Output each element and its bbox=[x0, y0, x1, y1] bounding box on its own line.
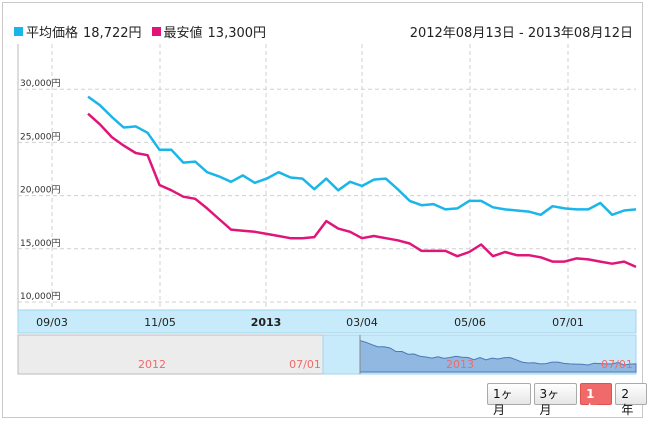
legend-label-avg: 平均価格 bbox=[26, 26, 79, 41]
navigator-label: 07/01 bbox=[289, 358, 321, 371]
series-line-avg bbox=[87, 95, 637, 217]
y-tick-label: 25,000円 bbox=[20, 131, 61, 142]
navigator-label: 2012 bbox=[138, 358, 166, 371]
zoom-3month-button[interactable]: 3ヶ月 bbox=[533, 383, 578, 417]
y-tick-label: 10,000円 bbox=[20, 291, 61, 302]
navigator-unselected bbox=[17, 334, 324, 375]
navigator-series bbox=[359, 339, 637, 373]
y-tick-label: 20,000円 bbox=[20, 185, 61, 196]
series-line-min bbox=[87, 112, 637, 269]
navigator-label: 07/01 bbox=[601, 358, 633, 371]
zoom-1year-button[interactable]: 1年 bbox=[580, 383, 613, 417]
y-tick-label: 30,000円 bbox=[20, 78, 61, 89]
x-tick-label: 2013 bbox=[251, 316, 282, 329]
x-tick-label: 05/06 bbox=[454, 316, 486, 329]
legend-item-min[interactable]: 最安値 13,300円 bbox=[151, 22, 267, 41]
chart-legend: 平均価格 18,722円 最安値 13,300円 bbox=[14, 22, 276, 41]
legend-swatch-avg bbox=[14, 27, 23, 36]
x-tick-label: 03/04 bbox=[346, 316, 378, 329]
y-tick-label: 15,000円 bbox=[20, 238, 61, 249]
legend-item-avg[interactable]: 平均価格 18,722円 bbox=[14, 22, 142, 41]
legend-value-min: 13,300円 bbox=[207, 26, 267, 41]
zoom-buttons: 1ヶ月 3ヶ月 1年 2年 bbox=[484, 383, 647, 417]
x-tick-label: 07/01 bbox=[552, 316, 584, 329]
x-tick-label: 11/05 bbox=[144, 316, 176, 329]
navigator-label: 2013 bbox=[446, 358, 474, 371]
date-range: 2012年08月13日 - 2013年08月12日 bbox=[409, 26, 633, 41]
legend-swatch-min bbox=[151, 27, 161, 36]
zoom-2year-button[interactable]: 2年 bbox=[615, 383, 647, 417]
legend-value-avg: 18,722円 bbox=[83, 26, 142, 41]
x-tick-label: 09/03 bbox=[36, 316, 68, 329]
legend-label-min: 最安値 bbox=[163, 26, 203, 41]
x-axis-band bbox=[17, 309, 637, 334]
zoom-1month-button[interactable]: 1ヶ月 bbox=[487, 383, 531, 417]
